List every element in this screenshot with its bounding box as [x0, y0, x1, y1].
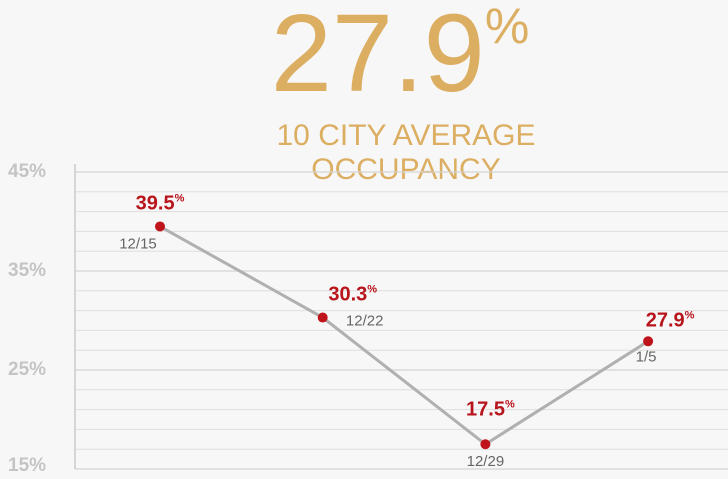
y-tick-label: 15% [8, 455, 46, 476]
point [155, 221, 165, 232]
x-label: 12/22 [346, 312, 384, 329]
point [643, 336, 654, 347]
x-label: 12/29 [467, 453, 505, 470]
headline: 27.9% [271, 0, 530, 115]
value-label: 39.5% [136, 192, 185, 214]
line [159, 225, 649, 447]
point [317, 312, 328, 323]
y-tick-label: 25% [8, 359, 46, 380]
subtitle-line: 10 CITY AVERAGE [277, 119, 536, 152]
point [480, 439, 491, 450]
value-label: 30.3% [328, 283, 377, 305]
x-label: 1/5 [636, 348, 657, 365]
subtitle-line: OCCUPANCY [311, 153, 500, 186]
value-label: 17.5% [466, 398, 515, 420]
y-tick-label: 45% [8, 161, 46, 182]
value-label: 27.9% [646, 309, 695, 331]
x-label: 12/15 [119, 235, 157, 252]
y-tick-label: 35% [8, 260, 46, 281]
